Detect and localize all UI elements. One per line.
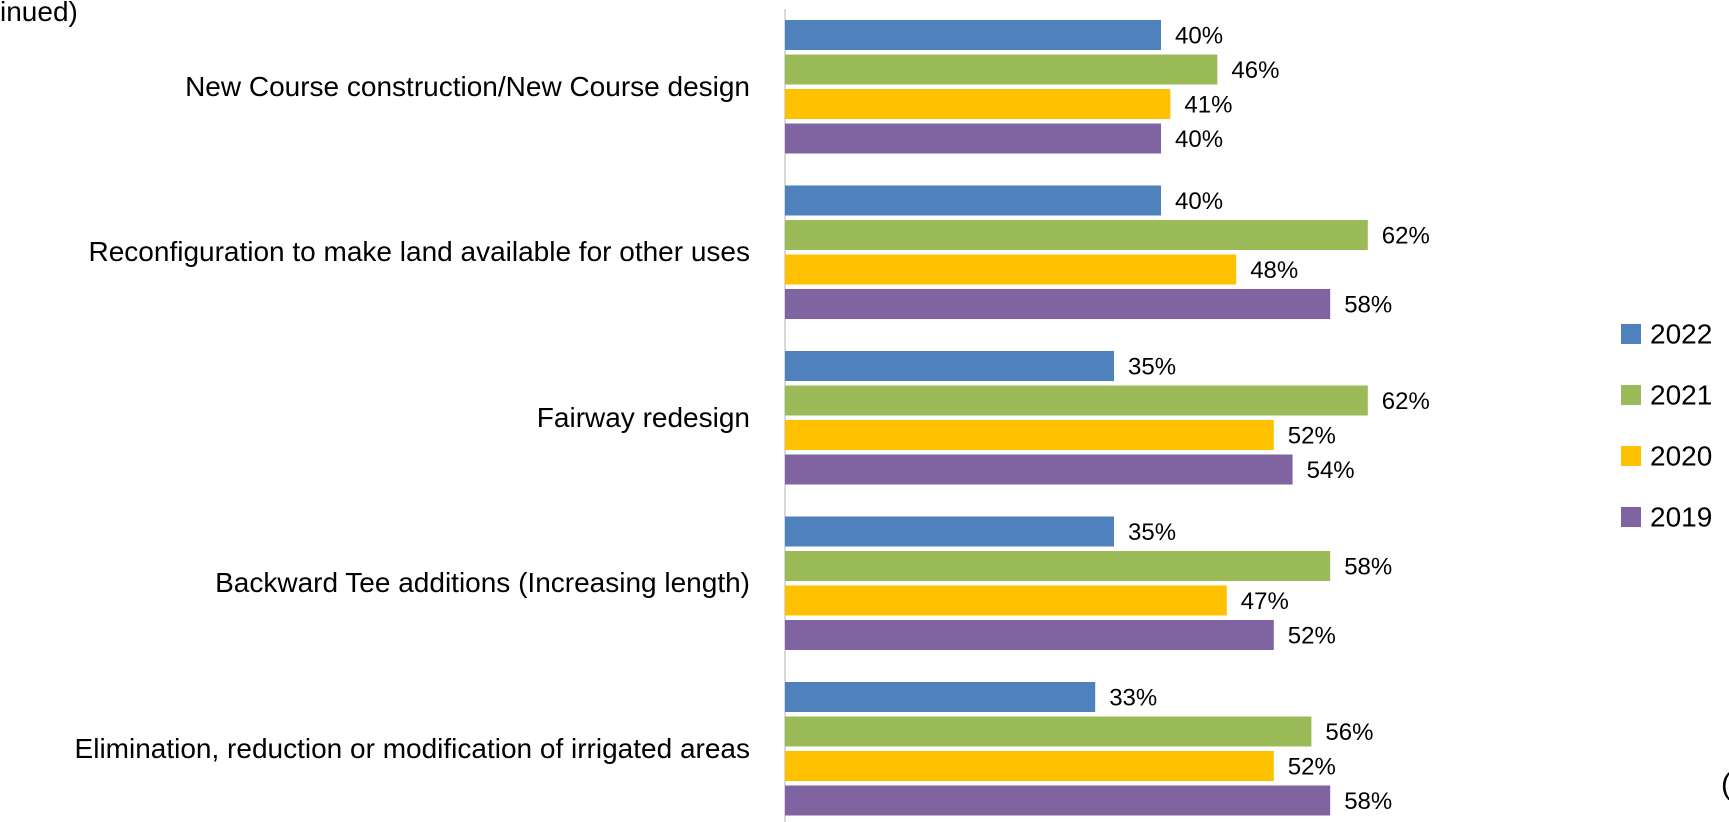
data-label: 47% [1241,588,1289,615]
category-label: Elimination, reduction or modification o… [74,732,750,764]
data-label: 48% [1250,257,1298,284]
legend-label: 2021 [1650,379,1712,410]
data-label: 35% [1128,353,1176,380]
category-label: Backward Tee additions (Increasing lengt… [215,567,750,599]
legend-swatch [1621,385,1641,405]
data-label: 58% [1344,553,1392,580]
data-label: 52% [1288,753,1336,780]
bar [785,785,1331,816]
legend-label: 2019 [1650,501,1712,532]
bar [785,585,1227,616]
bar [785,551,1331,581]
bar [785,123,1161,154]
bar [785,351,1114,381]
bar [785,89,1171,119]
data-label: 33% [1109,684,1157,711]
legend-label: 2022 [1650,318,1712,349]
bar [785,751,1274,781]
data-label: 62% [1382,388,1430,415]
bar [785,620,1274,650]
data-label: 46% [1231,57,1279,84]
bar [785,185,1161,216]
bar [785,54,1218,85]
data-label: 40% [1175,188,1223,215]
bar [785,289,1331,319]
bar [785,420,1274,450]
bar [785,682,1096,712]
legend-swatch [1621,324,1641,344]
data-label: 58% [1344,788,1392,815]
data-label: 40% [1175,126,1223,153]
legend-swatch [1621,446,1641,466]
bar [785,385,1368,416]
annotation: ( [1721,768,1729,802]
data-label: 35% [1128,519,1176,546]
legend-swatch [1621,507,1641,527]
data-label: 52% [1288,422,1336,449]
legend-label: 2020 [1650,440,1712,471]
chart-title: inued) [0,0,78,27]
bar [785,716,1312,747]
bar [785,254,1237,285]
data-label: 58% [1344,291,1392,318]
data-label: 56% [1325,719,1373,746]
category-label: New Course construction/New Course desig… [185,70,750,102]
category-label: Fairway redesign [536,401,750,433]
bar [785,516,1114,547]
bar [785,220,1368,250]
data-label: 52% [1288,622,1336,649]
category-label: Reconfiguration to make land available f… [88,236,751,268]
data-label: 40% [1175,22,1223,49]
bar [785,20,1161,50]
data-label: 62% [1382,222,1430,249]
data-label: 41% [1184,91,1232,118]
data-label: 54% [1307,457,1355,484]
bar [785,454,1293,485]
